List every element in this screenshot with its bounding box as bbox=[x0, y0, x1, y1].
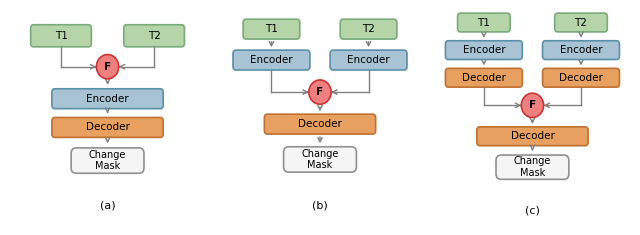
Text: F: F bbox=[316, 87, 324, 97]
Text: Decoder: Decoder bbox=[511, 131, 554, 141]
Text: Decoder: Decoder bbox=[462, 73, 506, 83]
Text: Encoder: Encoder bbox=[348, 55, 390, 65]
Text: F: F bbox=[529, 100, 536, 110]
Text: T1: T1 bbox=[54, 31, 67, 41]
Circle shape bbox=[97, 55, 118, 79]
FancyBboxPatch shape bbox=[543, 68, 620, 87]
Text: T2: T2 bbox=[575, 18, 588, 27]
FancyBboxPatch shape bbox=[31, 25, 92, 47]
FancyBboxPatch shape bbox=[52, 118, 163, 137]
Text: T1: T1 bbox=[265, 24, 278, 34]
FancyBboxPatch shape bbox=[284, 147, 356, 172]
Text: (c): (c) bbox=[525, 205, 540, 215]
FancyBboxPatch shape bbox=[243, 19, 300, 39]
Text: T2: T2 bbox=[148, 31, 161, 41]
FancyBboxPatch shape bbox=[330, 50, 407, 70]
Text: Encoder: Encoder bbox=[463, 45, 505, 55]
FancyBboxPatch shape bbox=[543, 41, 620, 59]
Text: Change
Mask: Change Mask bbox=[514, 157, 551, 178]
FancyBboxPatch shape bbox=[124, 25, 184, 47]
FancyBboxPatch shape bbox=[445, 68, 522, 87]
FancyBboxPatch shape bbox=[340, 19, 397, 39]
FancyBboxPatch shape bbox=[445, 41, 522, 59]
Text: T2: T2 bbox=[362, 24, 375, 34]
FancyBboxPatch shape bbox=[458, 13, 510, 32]
FancyBboxPatch shape bbox=[555, 13, 607, 32]
Circle shape bbox=[522, 93, 543, 118]
Text: Decoder: Decoder bbox=[559, 73, 603, 83]
Text: (b): (b) bbox=[312, 201, 328, 211]
Text: Encoder: Encoder bbox=[250, 55, 292, 65]
FancyBboxPatch shape bbox=[52, 89, 163, 109]
Text: Encoder: Encoder bbox=[560, 45, 602, 55]
Text: Change
Mask: Change Mask bbox=[89, 150, 126, 171]
Text: Change
Mask: Change Mask bbox=[301, 149, 339, 170]
Text: F: F bbox=[104, 62, 111, 72]
Text: T1: T1 bbox=[477, 18, 490, 27]
Text: Encoder: Encoder bbox=[86, 94, 129, 104]
Text: Decoder: Decoder bbox=[86, 122, 129, 133]
FancyBboxPatch shape bbox=[71, 148, 144, 173]
FancyBboxPatch shape bbox=[264, 114, 376, 134]
FancyBboxPatch shape bbox=[233, 50, 310, 70]
Circle shape bbox=[309, 80, 331, 104]
FancyBboxPatch shape bbox=[496, 155, 569, 179]
Text: (a): (a) bbox=[100, 201, 115, 211]
FancyBboxPatch shape bbox=[477, 127, 588, 146]
Text: Decoder: Decoder bbox=[298, 119, 342, 129]
